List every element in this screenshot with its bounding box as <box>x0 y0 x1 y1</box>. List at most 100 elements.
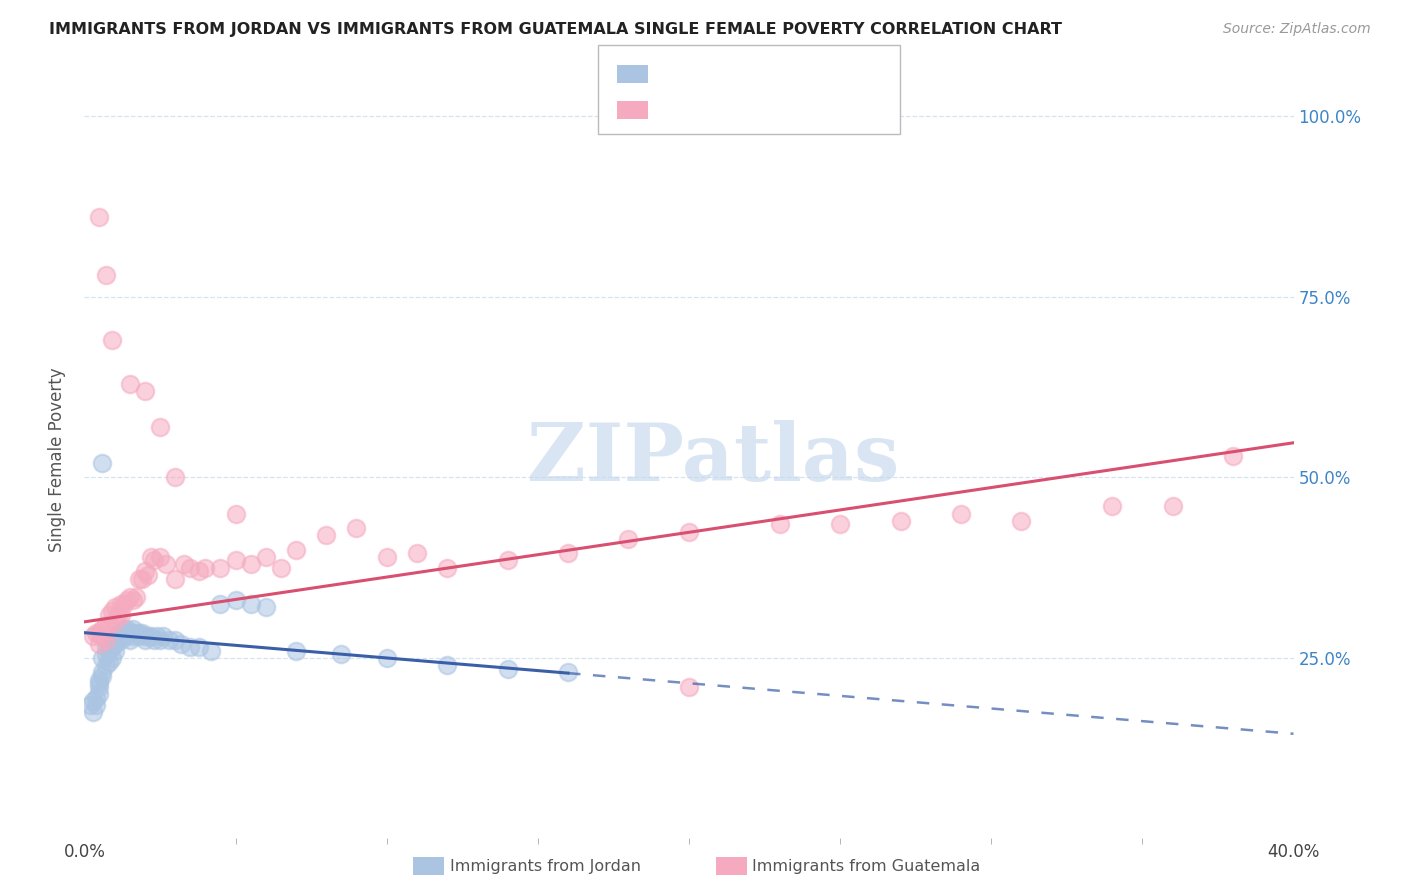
Text: ZIPatlas: ZIPatlas <box>527 420 900 499</box>
Point <box>139 629 162 643</box>
Point <box>128 572 150 586</box>
Text: -0.051: -0.051 <box>689 64 748 82</box>
Point <box>118 376 141 391</box>
Point <box>104 600 127 615</box>
Point <box>100 651 122 665</box>
Point <box>79 698 101 712</box>
Point <box>157 632 180 647</box>
Point <box>115 625 138 640</box>
Point <box>107 625 129 640</box>
Point <box>134 629 156 643</box>
Point <box>107 632 129 647</box>
Point <box>254 549 277 564</box>
Point <box>97 655 120 669</box>
Point <box>91 622 114 636</box>
Point <box>107 607 129 622</box>
Point <box>165 632 187 647</box>
Point <box>136 629 159 643</box>
Point <box>170 636 193 650</box>
Point <box>155 557 177 571</box>
Point <box>678 680 700 694</box>
Point <box>406 546 429 560</box>
Point <box>209 597 232 611</box>
Point <box>86 625 108 640</box>
Point <box>94 618 117 632</box>
Point <box>188 640 211 654</box>
Point <box>100 640 122 654</box>
Point <box>121 629 143 643</box>
Point <box>89 687 111 701</box>
Point <box>89 625 111 640</box>
Text: 0.356: 0.356 <box>689 100 747 118</box>
Point <box>86 698 108 712</box>
Point <box>330 648 353 662</box>
Point <box>118 632 141 647</box>
Point <box>436 658 458 673</box>
Point <box>134 632 156 647</box>
Point <box>134 564 156 578</box>
Point <box>557 546 579 560</box>
Point <box>285 644 308 658</box>
Text: Immigrants from Guatemala: Immigrants from Guatemala <box>752 859 980 873</box>
Point <box>1161 500 1184 514</box>
Point <box>285 542 308 557</box>
Point <box>165 572 187 586</box>
Point <box>112 629 135 643</box>
Point <box>142 632 165 647</box>
Point <box>200 644 222 658</box>
Point <box>110 625 132 640</box>
Point <box>128 625 150 640</box>
Text: R =: R = <box>655 100 692 118</box>
Point <box>375 549 398 564</box>
Point <box>104 615 127 629</box>
Point <box>139 549 162 564</box>
Point <box>270 560 292 574</box>
Point <box>112 597 135 611</box>
Point <box>97 636 120 650</box>
Point <box>225 507 247 521</box>
Point <box>179 640 201 654</box>
Point <box>91 669 114 683</box>
Text: 66: 66 <box>801 100 824 118</box>
Point <box>346 521 368 535</box>
Point <box>118 590 141 604</box>
Text: Immigrants from Jordan: Immigrants from Jordan <box>450 859 641 873</box>
Point <box>89 211 111 225</box>
Point <box>194 560 217 574</box>
Point <box>82 629 104 643</box>
Point <box>100 333 122 347</box>
Point <box>89 676 111 690</box>
Point <box>557 665 579 680</box>
Point <box>436 560 458 574</box>
Point <box>104 644 127 658</box>
Point <box>134 384 156 398</box>
Point <box>128 629 150 643</box>
Point <box>830 517 852 532</box>
Point <box>110 597 132 611</box>
Point <box>91 629 114 643</box>
Text: 65: 65 <box>801 64 824 82</box>
Point <box>97 618 120 632</box>
Point <box>1101 500 1123 514</box>
Point <box>121 593 143 607</box>
Point <box>375 651 398 665</box>
Point <box>617 532 640 546</box>
Point <box>104 636 127 650</box>
Point <box>94 632 117 647</box>
Point <box>1011 514 1033 528</box>
Point <box>97 607 120 622</box>
Point <box>118 625 141 640</box>
Point <box>125 625 148 640</box>
Point <box>209 560 232 574</box>
Point <box>890 514 912 528</box>
Point <box>165 470 187 484</box>
Point <box>149 420 172 434</box>
Point <box>769 517 792 532</box>
Point <box>315 528 337 542</box>
Text: Source: ZipAtlas.com: Source: ZipAtlas.com <box>1223 22 1371 37</box>
Point <box>950 507 973 521</box>
Point <box>188 564 211 578</box>
Point <box>125 590 148 604</box>
Point <box>131 572 153 586</box>
Point <box>115 622 138 636</box>
